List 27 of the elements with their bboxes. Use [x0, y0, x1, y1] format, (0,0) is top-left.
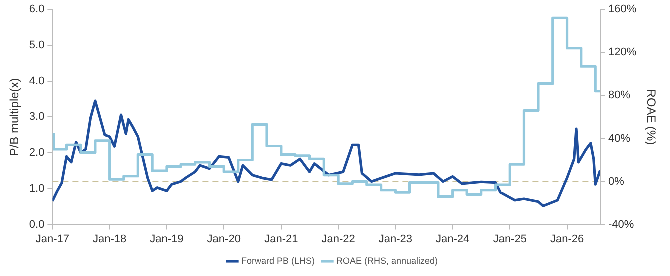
x-tick-label: Jan-20: [207, 233, 241, 246]
x-tick-label: Jan-25: [493, 233, 527, 246]
legend-label: ROAE (RHS, annualized): [336, 256, 438, 266]
x-tick-label: Jan-26: [550, 233, 584, 246]
x-tick-label: Jan-24: [436, 233, 470, 246]
x-tick-label: Jan-18: [93, 233, 127, 246]
y-tick-label: 6.0: [29, 4, 45, 16]
y2-tick-label: 160%: [608, 4, 637, 16]
y2-tick-label: 120%: [608, 46, 637, 59]
x-tick-label: Jan-23: [378, 233, 413, 246]
y2-tick-label: 0%: [608, 176, 625, 188]
x-tick-label: Jan-21: [264, 233, 298, 246]
y2-tick-label: -40%: [608, 218, 634, 231]
x-tick-label: Jan-17: [36, 233, 70, 246]
y-tick-label: 5.0: [29, 40, 45, 52]
legend-label: Forward PB (LHS): [241, 256, 316, 266]
y-tick-label: 4.0: [29, 75, 45, 88]
y-tick-label: 1.0: [29, 182, 45, 195]
y2-tick-label: 40%: [608, 132, 631, 145]
y-tick-label: 3.0: [29, 111, 45, 124]
y-axis-title: P/B multiple(x): [8, 78, 22, 156]
y2-tick-label: 80%: [608, 90, 631, 102]
y-tick-label: 0.0: [29, 218, 45, 231]
y2-axis-title: ROAE (%): [644, 89, 658, 146]
x-tick-label: Jan-19: [150, 233, 184, 246]
y-tick-label: 2.0: [29, 147, 45, 160]
x-tick-label: Jan-22: [322, 233, 356, 246]
